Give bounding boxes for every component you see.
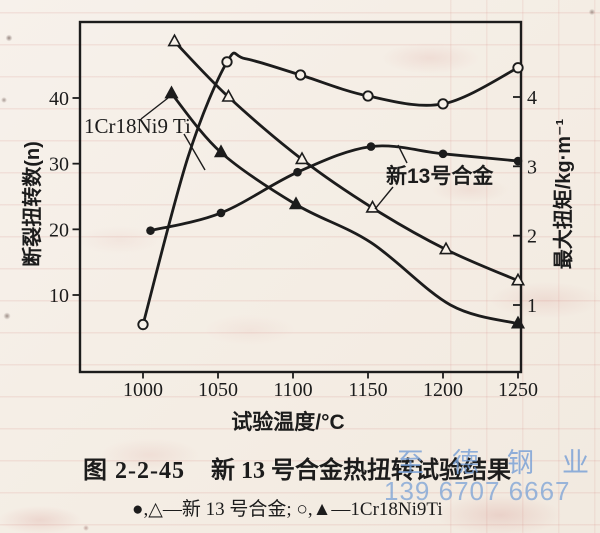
- annotation-pointer-line: [397, 144, 408, 164]
- annotation-pointer-lines: [140, 97, 408, 210]
- annotation-pointer-line: [140, 97, 169, 120]
- annotation-pointer-line: [374, 186, 394, 210]
- annotation-new13-alloy-label: 新13号合金: [386, 165, 494, 188]
- marker-filled-triangle: [288, 196, 304, 210]
- marker-filled-circle: [513, 156, 523, 166]
- x-axis-tick-label: 1200: [423, 379, 463, 401]
- marker-open-circle: [437, 98, 449, 110]
- marker-open-triangle: [294, 151, 310, 165]
- axis-tick-labels: 1000 1050 1100 1150 1200 1250 10 20 30 40 1 2 3 4: [49, 87, 538, 401]
- marker-open-triangle: [438, 241, 454, 255]
- x-axis-tick-label: 1050: [198, 379, 238, 401]
- figure-caption: 图 2-2-45 新 13 号合金热扭转试验结果: [83, 450, 511, 485]
- marker-open-triangle: [167, 33, 182, 47]
- x-axis-tick-label: 1150: [348, 379, 387, 401]
- watermark-company-name: 至德钢业: [397, 448, 600, 478]
- marker-open-circle: [137, 318, 149, 331]
- watermark-phone-number: 139 6707 6667: [384, 476, 571, 506]
- plot-frame: [78, 20, 523, 374]
- series-curve-filled-triangle: [170, 92, 520, 326]
- figure-number: 图 2-2-45: [83, 458, 185, 484]
- x-axis-tick-label: 1100: [273, 379, 312, 401]
- x-axis-tick-label: 1000: [123, 379, 163, 401]
- marker-open-circle: [221, 56, 233, 68]
- y-left-tick-label: 20: [49, 219, 69, 241]
- marker-open-triangle: [365, 199, 380, 213]
- series-curve-open-circle: [141, 51, 520, 326]
- marker-filled-triangle: [213, 144, 229, 158]
- marker-filled-circle: [216, 208, 226, 218]
- annotation-1cr18ni9ti-label: 1Cr18Ni9 Ti: [84, 114, 191, 138]
- figure-legend: ●,△—新 13 号合金; ○,▲—1Cr18Ni9Ti: [132, 499, 443, 520]
- marker-filled-triangle: [510, 315, 526, 329]
- marker-filled-circle: [293, 167, 302, 177]
- y-left-tick-label: 30: [49, 154, 69, 176]
- annotation-pointer-line: [183, 133, 206, 171]
- y-right-axis-title: 最大扭矩/kg·m⁻¹: [553, 118, 575, 270]
- y-left-tick-label: 10: [49, 285, 69, 307]
- marker-filled-circle: [146, 226, 155, 235]
- marker-open-circle: [294, 69, 307, 81]
- marker-filled-triangle: [164, 85, 179, 99]
- series-curve-filled-circle: [149, 144, 520, 232]
- y-left-tick-label: 40: [49, 88, 69, 110]
- marker-open-circle: [362, 90, 374, 102]
- marker-filled-circle: [366, 142, 376, 151]
- y-right-tick-label: 4: [527, 87, 537, 109]
- marker-open-triangle: [221, 88, 236, 102]
- figure-title: 新 13 号合金热扭转试验结果: [210, 458, 511, 484]
- marker-open-triangle: [510, 272, 526, 286]
- x-axis-title: 试验温度/°C: [231, 411, 345, 434]
- x-axis-tick-label: 1250: [498, 379, 538, 401]
- y-left-axis-title: 断裂扭转数(n): [22, 141, 44, 267]
- marker-filled-circle: [438, 149, 448, 159]
- axis-ticks: [72, 96, 521, 379]
- data-curves: [137, 33, 526, 331]
- y-right-tick-label: 2: [527, 226, 537, 248]
- y-right-tick-label: 1: [527, 295, 537, 317]
- marker-open-circle: [512, 62, 524, 74]
- y-right-tick-label: 3: [527, 156, 537, 178]
